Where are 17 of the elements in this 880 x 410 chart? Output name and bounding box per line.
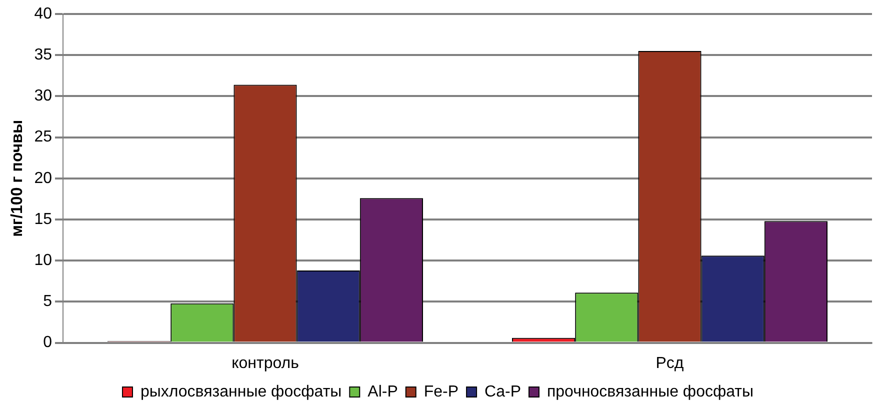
- y-tick-label: 20: [34, 170, 52, 187]
- legend-label: Al-P: [368, 383, 398, 400]
- y-tick-label: 5: [43, 293, 52, 310]
- y-tick-label: 10: [34, 252, 52, 270]
- legend-label: рыхлосвязанные фосфаты: [140, 383, 342, 400]
- y-tick-label: 35: [34, 46, 52, 64]
- legend-label: прочносвязанные фосфаты: [546, 383, 754, 400]
- y-axis-title: мг/100 г почвы: [9, 120, 26, 237]
- y-tick-label: 25: [34, 128, 52, 146]
- legend-label: Fe-P: [424, 383, 459, 400]
- x-tick-label: Рсд: [656, 354, 684, 372]
- y-tick-label: 40: [34, 5, 52, 22]
- y-tick-label: 0: [43, 334, 52, 352]
- y-tick-label: 30: [34, 88, 52, 105]
- legend-label: Ca-P: [484, 383, 521, 400]
- x-tick-label: контроль: [232, 354, 299, 372]
- y-tick-label: 15: [34, 210, 52, 228]
